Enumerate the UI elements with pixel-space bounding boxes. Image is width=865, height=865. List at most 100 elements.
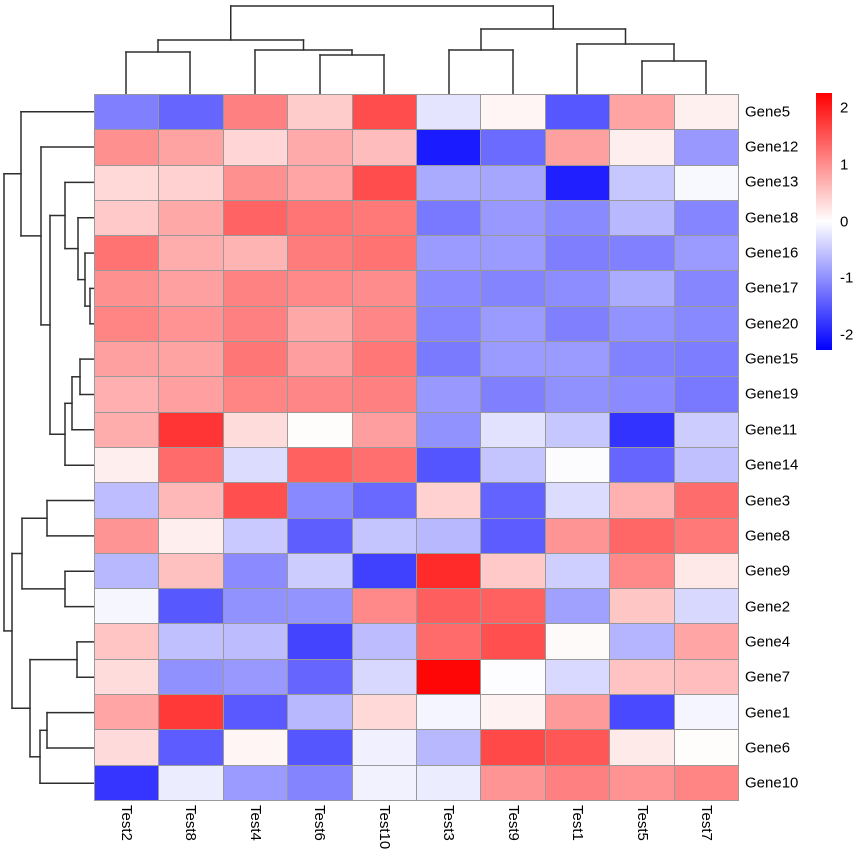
heatmap-cell — [159, 236, 223, 271]
heatmap-cell — [481, 271, 545, 306]
heatmap-cell — [545, 553, 610, 589]
heatmap-cell — [159, 271, 223, 306]
heatmap-cell — [159, 518, 223, 553]
heatmap-cell — [417, 130, 481, 165]
row-label: Gene20 — [745, 315, 799, 333]
heatmap-cell — [610, 553, 674, 589]
heatmap-cell — [352, 377, 416, 412]
heatmap-cell — [417, 271, 481, 306]
heatmap-cell — [610, 589, 674, 624]
heatmap-cell — [674, 342, 738, 377]
heatmap-cell — [352, 624, 416, 659]
heatmap-cell — [95, 271, 159, 306]
heatmap-cell — [352, 765, 416, 800]
heatmap-cell — [545, 165, 610, 200]
row-label: Gene16 — [745, 244, 799, 262]
heatmap-cell — [481, 130, 545, 165]
heatmap-cell — [95, 589, 159, 624]
heatmap-cell — [288, 95, 352, 130]
heatmap-cell — [95, 483, 159, 518]
heatmap-cell — [223, 236, 288, 271]
heatmap-cell — [545, 695, 610, 730]
heatmap-cell — [545, 483, 610, 518]
heatmap-cell — [159, 553, 223, 589]
heatmap-cell — [223, 589, 288, 624]
heatmap-cell — [352, 553, 416, 589]
heatmap-cell — [481, 200, 545, 236]
legend-gradient-bar — [816, 93, 832, 350]
heatmap-cell — [288, 165, 352, 200]
heatmap-cell — [417, 200, 481, 236]
heatmap-cell — [95, 624, 159, 659]
heatmap-cell — [159, 95, 223, 130]
heatmap-cell — [417, 589, 481, 624]
heatmap-cell — [417, 765, 481, 800]
heatmap-cell — [159, 130, 223, 165]
heatmap-cell — [610, 342, 674, 377]
row-label: Gene17 — [745, 279, 799, 297]
heatmap-cell — [288, 730, 352, 765]
heatmap-cell — [223, 553, 288, 589]
heatmap-cell — [417, 695, 481, 730]
heatmap-cell — [223, 200, 288, 236]
heatmap-cell — [417, 412, 481, 447]
heatmap-cell — [481, 447, 545, 483]
heatmap-grid — [94, 94, 739, 801]
heatmap-cell — [417, 306, 481, 342]
heatmap-cell — [545, 518, 610, 553]
heatmap-cell — [352, 695, 416, 730]
heatmap-cell — [674, 130, 738, 165]
row-label: Gene2 — [745, 598, 791, 616]
heatmap-cell — [481, 377, 545, 412]
column-label: Test7 — [698, 805, 716, 841]
heatmap-cell — [610, 165, 674, 200]
heatmap-cell — [545, 730, 610, 765]
heatmap-cell — [95, 342, 159, 377]
heatmap-cell — [352, 165, 416, 200]
column-label: Test6 — [311, 805, 329, 841]
heatmap-cell — [95, 765, 159, 800]
heatmap-cell — [545, 95, 610, 130]
heatmap-cell — [610, 483, 674, 518]
heatmap-cell — [417, 553, 481, 589]
heatmap-cell — [674, 765, 738, 800]
heatmap-cell — [223, 518, 288, 553]
heatmap-cell — [288, 624, 352, 659]
heatmap-cell — [95, 695, 159, 730]
heatmap-cell — [545, 130, 610, 165]
heatmap-cell — [288, 695, 352, 730]
heatmap-cell — [417, 659, 481, 695]
heatmap-cell — [610, 271, 674, 306]
column-label: Test8 — [182, 805, 200, 841]
heatmap-cell — [223, 730, 288, 765]
heatmap-cell — [223, 765, 288, 800]
column-label: Test4 — [246, 805, 264, 841]
legend-tick-label: 2 — [840, 99, 849, 117]
heatmap-cell — [610, 236, 674, 271]
heatmap-cell — [223, 95, 288, 130]
legend-tick-label: 0 — [840, 213, 849, 230]
heatmap-cell — [288, 765, 352, 800]
heatmap-cell — [481, 624, 545, 659]
heatmap-cell — [223, 659, 288, 695]
heatmap-cell — [95, 659, 159, 695]
row-label: Gene18 — [745, 209, 799, 227]
heatmap-cell — [159, 200, 223, 236]
heatmap-cell — [481, 342, 545, 377]
heatmap-cell — [481, 306, 545, 342]
column-label: Test3 — [440, 805, 458, 841]
heatmap-cell — [95, 165, 159, 200]
heatmap-cell — [95, 130, 159, 165]
heatmap-cell — [674, 589, 738, 624]
heatmap-cell — [417, 624, 481, 659]
column-dendrogram — [125, 5, 707, 95]
heatmap-cell — [159, 483, 223, 518]
heatmap-cell — [95, 412, 159, 447]
row-label: Gene14 — [745, 456, 799, 474]
heatmap-cell — [674, 695, 738, 730]
heatmap-cell — [545, 624, 610, 659]
heatmap-cell — [223, 447, 288, 483]
heatmap-cell — [288, 377, 352, 412]
heatmap-cell — [352, 483, 416, 518]
heatmap-cell — [223, 130, 288, 165]
